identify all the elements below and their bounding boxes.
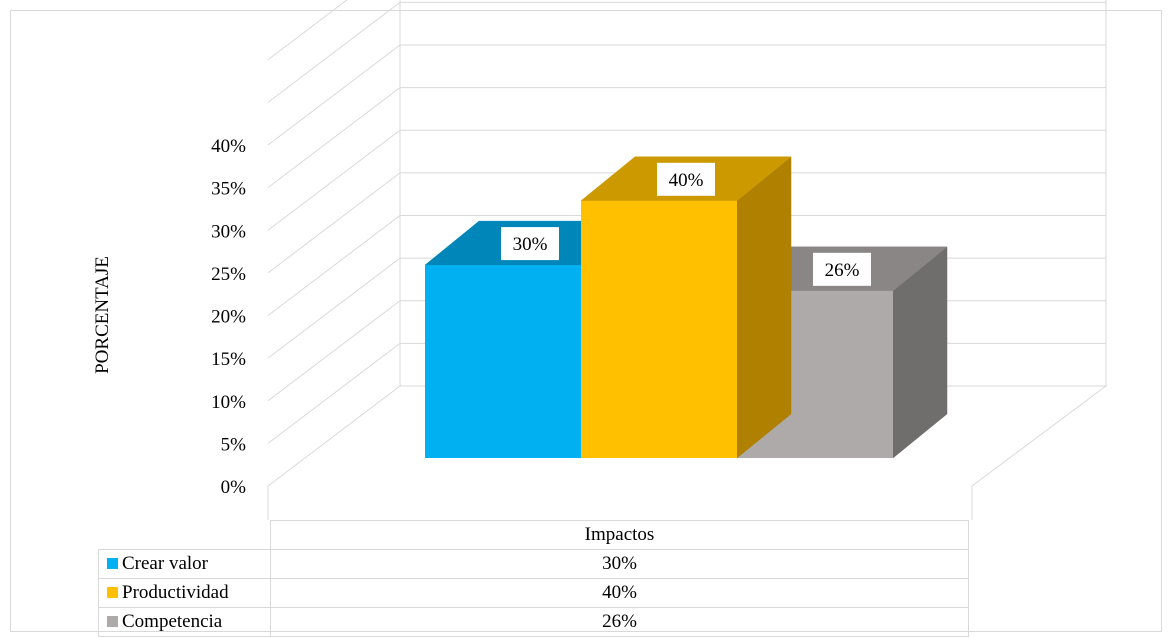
table-corner xyxy=(99,521,271,550)
y-tick-label: 15% xyxy=(211,349,246,370)
table-row: Productividad 40% xyxy=(98,578,969,608)
data-label-box xyxy=(501,227,559,261)
data-label: 26% xyxy=(825,260,860,281)
table-series-label: Crear valor xyxy=(98,549,271,579)
y-tick-label: 5% xyxy=(221,434,247,455)
data-label: 30% xyxy=(513,234,548,255)
y-axis-label: PORCENTAJE xyxy=(92,256,113,374)
legend-swatch-crear-valor xyxy=(107,558,118,569)
bar xyxy=(581,200,737,459)
table-value: 26% xyxy=(270,607,969,637)
table-header-row: Impactos xyxy=(99,520,969,550)
series-name: Productividad xyxy=(122,582,229,603)
table-row: Crear valor 30% xyxy=(98,549,969,579)
y-tick-label: 30% xyxy=(211,221,246,242)
data-table: Impactos Crear valor 30% Productividad 4… xyxy=(98,520,969,637)
y-tick-label: 20% xyxy=(211,307,246,328)
data-label-box xyxy=(813,252,871,286)
table-value: 30% xyxy=(270,549,969,579)
y-tick-label: 0% xyxy=(221,477,247,498)
gridline xyxy=(267,0,348,61)
y-tick-label: 40% xyxy=(211,136,246,157)
data-label: 40% xyxy=(669,170,704,191)
bar xyxy=(425,265,581,458)
y-tick-label: 10% xyxy=(211,392,246,413)
table-category-header: Impactos xyxy=(270,520,969,550)
series-name: Crear valor xyxy=(122,553,208,574)
series-name: Competencia xyxy=(122,611,223,632)
y-tick-label: 25% xyxy=(211,264,246,285)
data-label-box xyxy=(657,162,715,196)
legend-swatch-productividad xyxy=(107,587,118,598)
table-row: Competencia 26% xyxy=(98,607,969,637)
y-tick-label: 35% xyxy=(211,179,246,200)
table-series-label: Productividad xyxy=(98,578,271,608)
table-value: 40% xyxy=(270,578,969,608)
bar-side xyxy=(736,156,792,459)
legend-swatch-competencia xyxy=(107,616,118,627)
table-series-label: Competencia xyxy=(98,607,271,637)
